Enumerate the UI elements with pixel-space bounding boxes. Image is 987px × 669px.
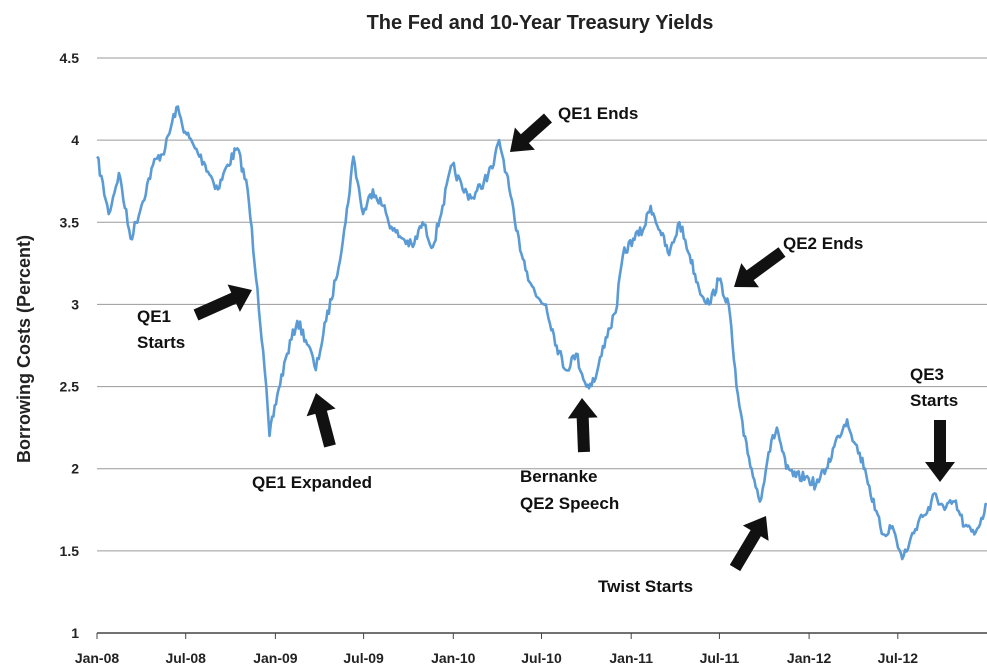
- qe2-ends-arrow: [734, 247, 786, 288]
- qe1-ends-label: QE1 Ends: [558, 104, 638, 123]
- x-tick-label: Jul-10: [521, 650, 562, 666]
- y-tick-label: 3.5: [60, 214, 80, 230]
- qe1-expanded-label: QE1 Expanded: [252, 473, 372, 492]
- annotations: QE1 Ends QE1 Starts QE1 Expanded Bernanke QE2…: [137, 104, 958, 596]
- twist-starts-arrow: [729, 516, 769, 572]
- y-tick-label: 1.5: [60, 543, 80, 559]
- qe3-starts-label: QE3: [910, 365, 944, 384]
- y-tick-label: 1: [71, 625, 79, 641]
- qe2-ends-label: QE2 Ends: [783, 234, 863, 253]
- qe3-starts-label-2: Starts: [910, 391, 958, 410]
- x-tick-label: Jul-09: [343, 650, 384, 666]
- y-axis-label: Borrowing Costs (Percent): [14, 235, 34, 463]
- x-tick-label: Jul-08: [165, 650, 206, 666]
- qe1-starts-arrow: [193, 284, 252, 321]
- twist-starts-label: Twist Starts: [598, 577, 693, 596]
- yield-series-line: [96, 105, 987, 561]
- y-tick-labels: 1 1.5 2 2.5 3 3.5 4 4.5: [60, 50, 80, 641]
- qe3-starts-arrow: [925, 420, 955, 482]
- y-tick-label: 2.5: [60, 379, 80, 395]
- y-tick-label: 3: [71, 296, 79, 312]
- qe1-expanded-arrow: [306, 393, 336, 448]
- x-tick-labels: Jan-08 Jul-08 Jan-09 Jul-09 Jan-10 Jul-10 Jan-…: [75, 633, 918, 666]
- x-tick-label: Jan-12: [787, 650, 832, 666]
- gridlines: [97, 57, 987, 552]
- x-tick-label: Jan-08: [75, 650, 120, 666]
- x-tick-label: Jan-09: [253, 650, 298, 666]
- chart-title: The Fed and 10-Year Treasury Yields: [367, 12, 714, 34]
- x-tick-label: Jan-10: [431, 650, 476, 666]
- qe1-ends-arrow: [510, 113, 552, 152]
- y-tick-label: 4: [71, 132, 79, 148]
- y-tick-label: 4.5: [60, 50, 80, 66]
- x-tick-label: Jul-11: [700, 650, 740, 666]
- qe1-starts-label-2: Starts: [137, 333, 185, 352]
- qe2-speech-arrow: [567, 398, 598, 453]
- qe2-speech-label-2: QE2 Speech: [520, 494, 619, 513]
- qe2-speech-label: Bernanke: [520, 467, 597, 486]
- qe1-starts-label: QE1: [137, 307, 171, 326]
- y-tick-label: 2: [71, 461, 79, 477]
- x-tick-label: Jul-12: [878, 650, 919, 666]
- x-tick-label: Jan-11: [609, 650, 653, 666]
